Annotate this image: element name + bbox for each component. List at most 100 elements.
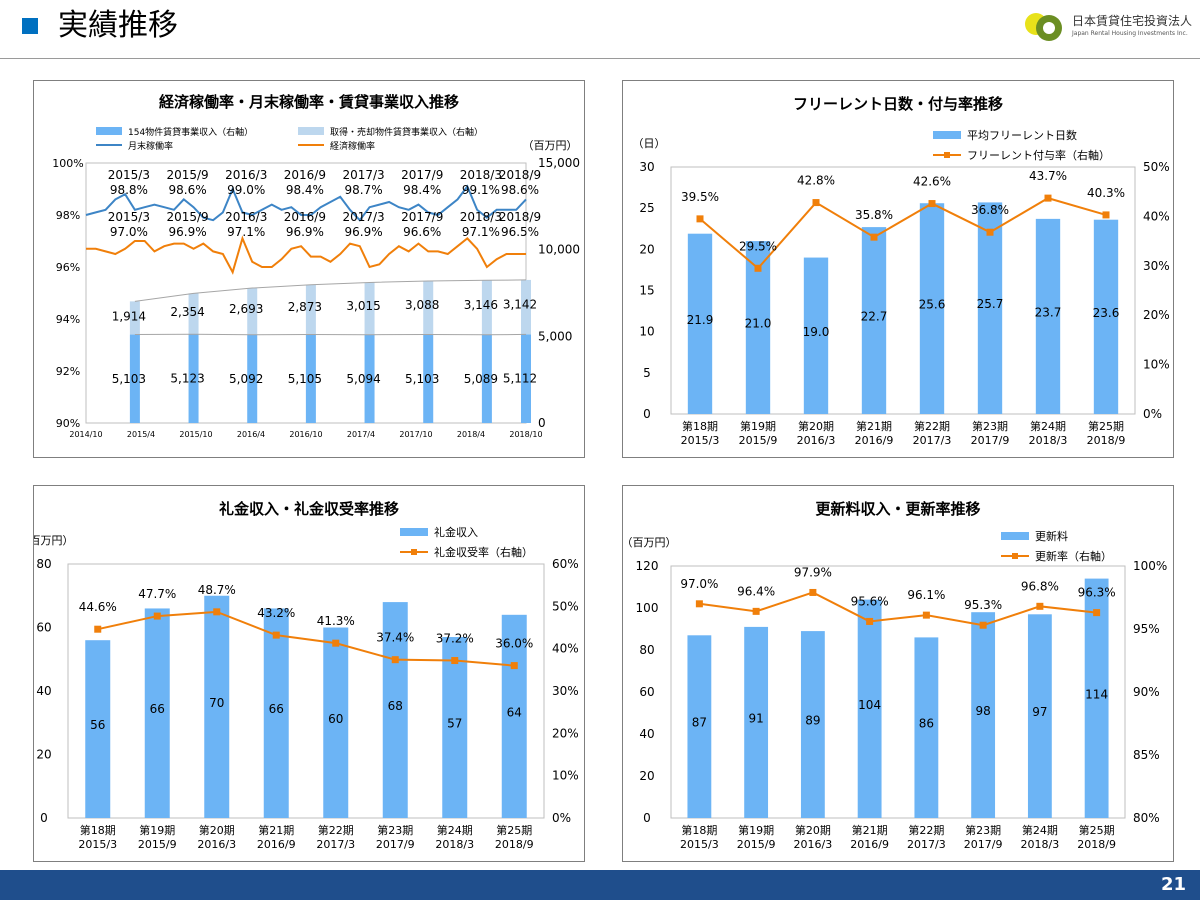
y-right-tick-label: 50% <box>552 599 579 613</box>
rate-marker <box>1093 609 1101 617</box>
bar-value-label: 21.9 <box>687 313 714 327</box>
bar <box>1035 218 1061 414</box>
bar-base-value-label: 5,105 <box>288 372 322 386</box>
legend-bar-swatch <box>1001 532 1029 540</box>
rate-marker <box>695 600 703 608</box>
bar-value-label: 87 <box>692 716 707 730</box>
y-left-tick-label: 0 <box>643 811 651 825</box>
y-right-tick-label: 0 <box>538 416 546 430</box>
x-category-date-label: 2015/3 <box>680 838 719 851</box>
x-category-date-label: 2018/3 <box>1029 434 1068 447</box>
rate-value-label: 97.0% <box>680 577 718 591</box>
bar <box>263 608 289 818</box>
bar-top-value-label: 2,873 <box>288 300 322 314</box>
y-right-tick-label: 60% <box>552 557 579 571</box>
x-category-label: 第19期 <box>139 823 175 837</box>
x-category-label: 第18期 <box>682 419 718 433</box>
bar-154-properties <box>129 334 140 423</box>
y-left-tick-label: 120 <box>636 559 659 573</box>
bar-154-properties <box>423 334 434 423</box>
month-end-annotation-period: 2015/9 <box>166 168 208 182</box>
y-right-tick-label: 0% <box>1143 407 1162 421</box>
legend-line-label: 礼金収受率（右軸） <box>434 545 533 559</box>
x-category-label: 第18期 <box>681 823 717 837</box>
economic-annotation-value: 97.0% <box>110 225 148 239</box>
legend-line-label: 更新率（右軸） <box>1035 549 1112 563</box>
x-category-label: 第20期 <box>199 823 235 837</box>
x-category-label: 第20期 <box>795 823 831 837</box>
y-left-unit-label: （百万円） <box>34 534 74 547</box>
y-right-tick-label: 50% <box>1143 160 1170 174</box>
rate-value-label: 47.7% <box>138 587 176 601</box>
economic-annotation-period: 2018/9 <box>499 210 541 224</box>
bar-value-label: 21.0 <box>745 317 772 331</box>
bar-154-properties <box>305 334 316 423</box>
bar <box>1027 614 1052 818</box>
rate-value-label: 44.6% <box>79 600 117 614</box>
bar-value-label: 97 <box>1032 705 1047 719</box>
bar <box>144 608 170 818</box>
x-category-label: 第19期 <box>740 419 776 433</box>
rate-marker <box>510 662 518 670</box>
rate-marker <box>922 611 930 619</box>
bar-value-label: 70 <box>209 696 224 710</box>
y-left-unit-label: （日） <box>633 137 666 150</box>
bar-value-label: 23.7 <box>1035 305 1062 319</box>
bar-value-label: 56 <box>90 718 105 732</box>
bar <box>744 626 769 818</box>
economic-annotation-period: 2018/3 <box>460 210 502 224</box>
bar-acquired-sold <box>481 280 492 335</box>
logo-name-en: Japan Rental Housing Investments Inc. <box>1072 30 1188 37</box>
legend-bar-label: 礼金収入 <box>434 525 478 539</box>
rate-value-label: 41.3% <box>317 614 355 628</box>
x-tick-label: 2014/10 <box>69 430 102 439</box>
bar <box>977 202 1003 414</box>
economic-annotation-period: 2017/9 <box>401 210 443 224</box>
bar-154-properties <box>188 334 199 423</box>
month-end-annotation-period: 2016/9 <box>284 168 326 182</box>
rate-marker <box>391 656 399 664</box>
x-category-label: 第21期 <box>856 419 892 433</box>
y-left-tick-label: 100 <box>636 601 659 615</box>
bar-154-properties <box>521 334 531 423</box>
y-right-tick-label: 30% <box>1143 259 1170 273</box>
rate-marker <box>1044 194 1052 202</box>
rate-marker <box>451 657 459 665</box>
rate-marker <box>866 617 874 625</box>
rate-value-label: 43.2% <box>257 606 295 620</box>
bar-154-properties <box>247 334 258 423</box>
x-category-label: 第22期 <box>318 823 354 837</box>
x-category-date-label: 2015/9 <box>737 838 776 851</box>
chart-title: 礼金収入・礼金収受率推移 <box>219 500 399 518</box>
chart-panel-freerent: フリーレント日数・付与率推移 （日） 平均フリーレント日数 フリーレント付与率（右軸）… <box>622 80 1174 458</box>
y-right-tick-label: 10% <box>552 769 579 783</box>
economic-annotation-period: 2015/9 <box>166 210 208 224</box>
x-tick-label: 2017/4 <box>347 430 375 439</box>
occupancy-chart: 経済稼働率・月末稼働率・賃貸事業収入推移 154物件賃貸事業収入（右軸） 取得・売却… <box>52 93 580 439</box>
x-category-date-label: 2016/9 <box>257 838 296 851</box>
economic-annotation-period: 2017/3 <box>342 210 384 224</box>
x-category-label: 第19期 <box>738 823 774 837</box>
bar-value-label: 114 <box>1085 687 1108 701</box>
month-end-annotation-period: 2017/9 <box>401 168 443 182</box>
y-left-tick-label: 20 <box>639 769 654 783</box>
bar-value-label: 98 <box>975 704 990 718</box>
y-left-tick-label: 80 <box>639 643 654 657</box>
x-category-date-label: 2017/3 <box>316 838 355 851</box>
y-right-tick-label: 10% <box>1143 358 1170 372</box>
rate-marker <box>153 612 161 620</box>
rate-value-label: 42.6% <box>913 175 951 189</box>
month-end-annotation-period: 2015/3 <box>108 168 150 182</box>
x-category-label: 第25期 <box>496 823 532 837</box>
rate-value-label: 37.2% <box>436 632 474 646</box>
rate-marker <box>332 639 340 647</box>
x-category-label: 第21期 <box>852 823 888 837</box>
bar <box>501 614 527 818</box>
y-left-tick-label: 0 <box>40 811 48 825</box>
rate-value-label: 36.0% <box>495 637 533 651</box>
bar-value-label: 19.0 <box>803 325 830 339</box>
bar <box>382 602 408 818</box>
rate-value-label: 96.4% <box>737 584 775 598</box>
rate-value-label: 96.3% <box>1078 586 1116 600</box>
